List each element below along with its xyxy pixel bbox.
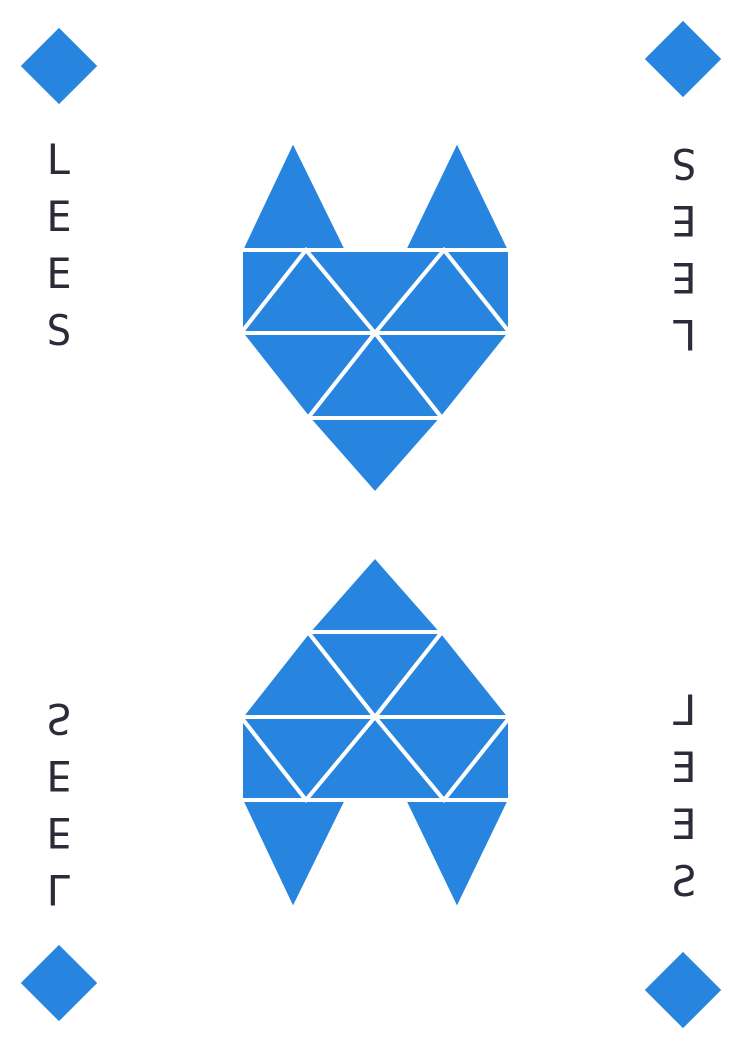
fox-facet (303, 416, 447, 498)
corner-letter: L (46, 135, 72, 184)
fox-ear-right (400, 135, 514, 252)
corner-letter: E (46, 192, 72, 241)
fox-ear-left (237, 135, 351, 252)
fox-head-icon (236, 135, 515, 498)
corner-word-top-left: L E E S (39, 131, 79, 359)
corner-letter: E (46, 249, 72, 298)
fox-facet (439, 248, 512, 339)
fox-head-mirrored-icon (239, 554, 512, 912)
corner-letter: S (46, 306, 72, 355)
fox-facet (370, 331, 515, 422)
